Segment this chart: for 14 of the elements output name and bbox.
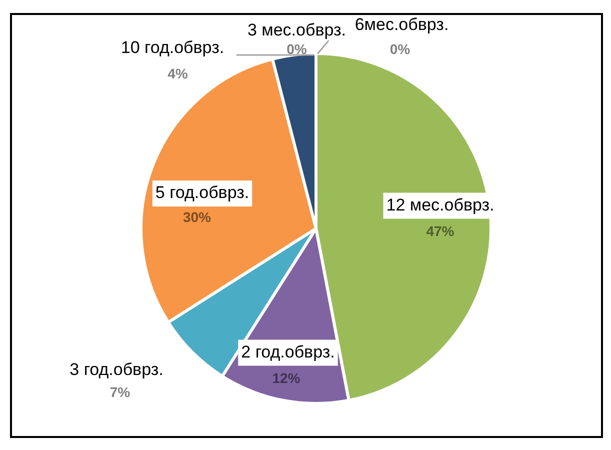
slice-label: 5 год.обврз.	[155, 183, 250, 202]
slice-label: 2 год.обврз.	[241, 342, 335, 362]
slice-label: 12 мес.обврз.	[386, 195, 494, 214]
data-label: 7%	[110, 384, 131, 400]
text: 0%	[286, 40, 307, 57]
text: 0%	[390, 40, 410, 57]
slice-label: 3 год.обврз.	[70, 360, 164, 379]
data-label: 47%	[426, 222, 455, 239]
category-label: 6мес.обврз.	[354, 15, 449, 34]
data-label: 12%	[272, 370, 301, 386]
slice-label: 10 год.обврз.	[120, 38, 224, 57]
data-label: 4%	[168, 65, 188, 82]
category-label: 3 мес.обврз.	[247, 20, 346, 40]
data-label: 30%	[182, 208, 212, 225]
